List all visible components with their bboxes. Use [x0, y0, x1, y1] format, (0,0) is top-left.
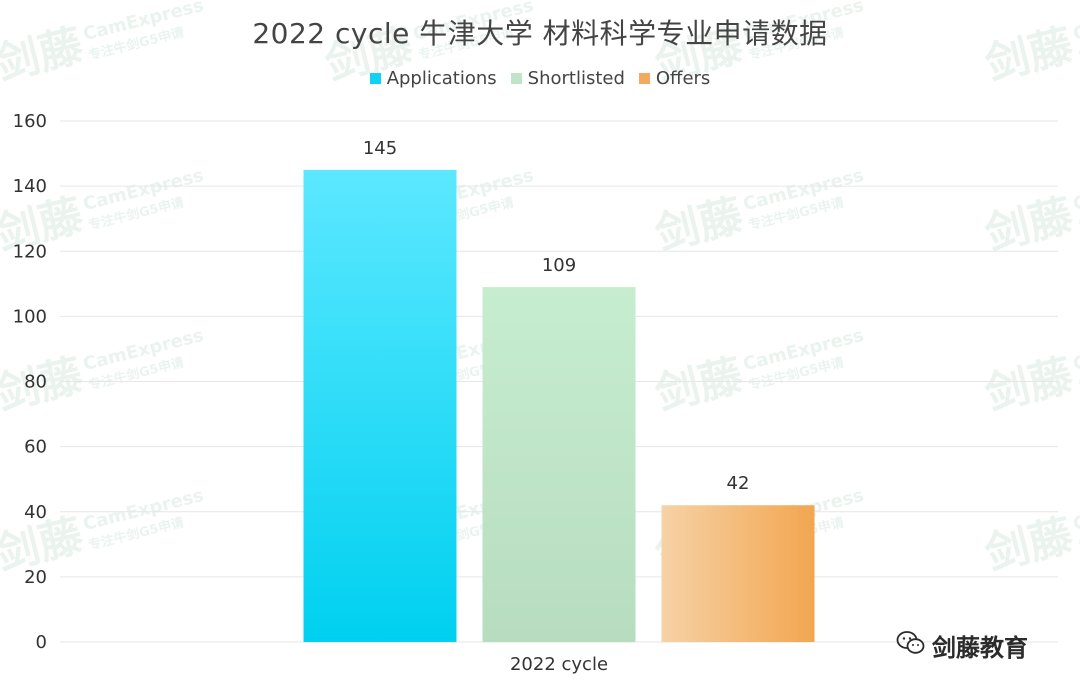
y-tick-label: 100: [13, 306, 47, 327]
svg-text:CamExpress: CamExpress: [1071, 325, 1080, 375]
bar-applications: [303, 169, 457, 642]
footer-brand: 剑藤教育: [896, 628, 1028, 663]
footer-brand-label: 剑藤教育: [932, 634, 1028, 662]
y-axis: 0 20 40 60 80 100 120 140 160: [13, 111, 47, 653]
bar-offers: [661, 505, 815, 642]
bars: 145 109 42: [303, 138, 815, 642]
bar-value-label: 145: [363, 138, 397, 159]
y-tick-label: 40: [24, 502, 47, 523]
legend-item-offers[interactable]: Offers: [638, 68, 711, 89]
svg-text:剑藤: 剑藤: [650, 190, 748, 261]
y-tick-label: 20: [24, 567, 47, 588]
y-tick-label: 140: [13, 176, 47, 197]
svg-text:剑藤: 剑藤: [980, 350, 1078, 421]
x-category-label: 2022 cycle: [510, 654, 608, 675]
bar-value-label: 42: [727, 473, 750, 494]
legend-label: Applications: [386, 68, 497, 89]
y-tick-label: 160: [13, 111, 47, 132]
svg-text:剑藤: 剑藤: [650, 350, 748, 421]
x-axis: 2022 cycle: [510, 654, 608, 675]
legend-item-shortlisted[interactable]: Shortlisted: [510, 68, 625, 89]
legend-swatch: [369, 73, 381, 84]
y-tick-label: 80: [24, 372, 47, 393]
y-tick-label: 60: [24, 437, 47, 458]
legend-label: Offers: [655, 68, 711, 89]
bar-shortlisted: [482, 287, 636, 642]
y-tick-label: 0: [36, 632, 47, 653]
y-tick-label: 120: [13, 241, 47, 262]
legend-swatch: [510, 73, 522, 84]
legend: Applications Shortlisted Offers: [0, 68, 1080, 89]
legend-item-applications[interactable]: Applications: [369, 68, 497, 89]
svg-text:CamExpress: CamExpress: [1071, 165, 1080, 215]
svg-text:CamExpress: CamExpress: [1071, 485, 1080, 535]
svg-text:剑藤: 剑藤: [980, 190, 1078, 261]
legend-label: Shortlisted: [527, 68, 625, 89]
bar-value-label: 109: [542, 255, 576, 276]
wechat-icon: [896, 630, 926, 662]
chart-title: 2022 cycle 牛津大学 材料科学专业申请数据: [252, 17, 828, 50]
svg-text:剑藤: 剑藤: [980, 510, 1078, 581]
legend-swatch: [638, 73, 650, 84]
